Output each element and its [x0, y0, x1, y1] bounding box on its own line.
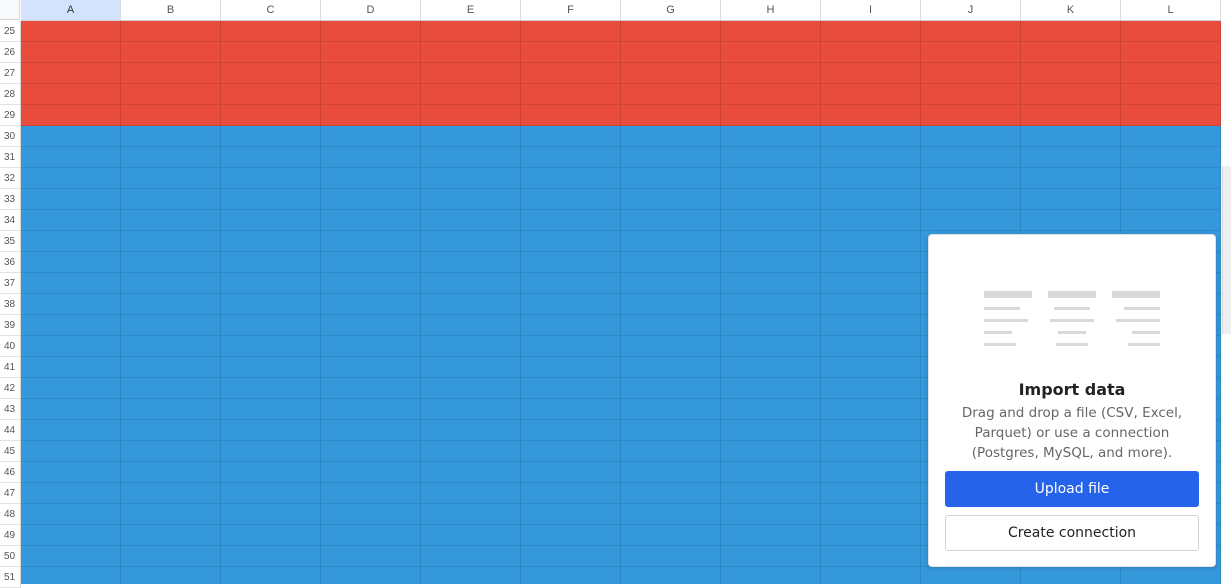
row-header[interactable]: 45 [0, 441, 21, 462]
create-connection-button[interactable]: Create connection [945, 515, 1199, 551]
column-header-b[interactable]: B [121, 0, 221, 21]
select-all-corner[interactable] [0, 0, 20, 20]
row-headers: 25 26 27 28 29 30 31 32 33 34 35 36 37 3… [0, 21, 21, 588]
row-header[interactable]: 27 [0, 63, 21, 84]
column-header-d[interactable]: D [321, 0, 421, 21]
row-header[interactable]: 35 [0, 231, 21, 252]
row-header[interactable]: 34 [0, 210, 21, 231]
vertical-scrollbar-thumb[interactable] [1222, 166, 1231, 334]
import-data-description: Drag and drop a file (CSV, Excel, Parque… [961, 405, 1183, 461]
column-header-e[interactable]: E [421, 0, 521, 21]
row-header[interactable]: 43 [0, 399, 21, 420]
row-header[interactable]: 37 [0, 273, 21, 294]
column-header-h[interactable]: H [721, 0, 821, 21]
column-headers: A B C D E F G H I J K L [21, 0, 1221, 21]
upload-file-button[interactable]: Upload file [945, 471, 1199, 507]
column-header-k[interactable]: K [1021, 0, 1121, 21]
row-header[interactable]: 31 [0, 147, 21, 168]
column-header-l[interactable]: L [1121, 0, 1221, 21]
column-header-g[interactable]: G [621, 0, 721, 21]
row-header[interactable]: 40 [0, 336, 21, 357]
row-header[interactable]: 39 [0, 315, 21, 336]
row-header[interactable]: 28 [0, 84, 21, 105]
column-header-f[interactable]: F [521, 0, 621, 21]
red-filled-cells[interactable] [21, 21, 1221, 126]
row-header[interactable]: 33 [0, 189, 21, 210]
row-header[interactable]: 47 [0, 483, 21, 504]
import-data-title: Import data [1018, 380, 1126, 399]
row-header[interactable]: 48 [0, 504, 21, 525]
row-header[interactable]: 36 [0, 252, 21, 273]
row-header[interactable]: 32 [0, 168, 21, 189]
row-header[interactable]: 50 [0, 546, 21, 567]
row-header[interactable]: 51 [0, 567, 21, 588]
row-header[interactable]: 30 [0, 126, 21, 147]
column-header-j[interactable]: J [921, 0, 1021, 21]
row-header[interactable]: 38 [0, 294, 21, 315]
row-header[interactable]: 41 [0, 357, 21, 378]
row-header[interactable]: 42 [0, 378, 21, 399]
table-align-illustration-icon [984, 291, 1162, 349]
row-header[interactable]: 25 [0, 21, 21, 42]
import-data-panel: Import data Drag and drop a file (CSV, E… [928, 234, 1216, 567]
column-header-a[interactable]: A [21, 0, 121, 21]
row-header[interactable]: 29 [0, 105, 21, 126]
row-header[interactable]: 26 [0, 42, 21, 63]
column-header-i[interactable]: I [821, 0, 921, 21]
row-header[interactable]: 49 [0, 525, 21, 546]
column-header-c[interactable]: C [221, 0, 321, 21]
row-header[interactable]: 46 [0, 462, 21, 483]
row-header[interactable]: 44 [0, 420, 21, 441]
